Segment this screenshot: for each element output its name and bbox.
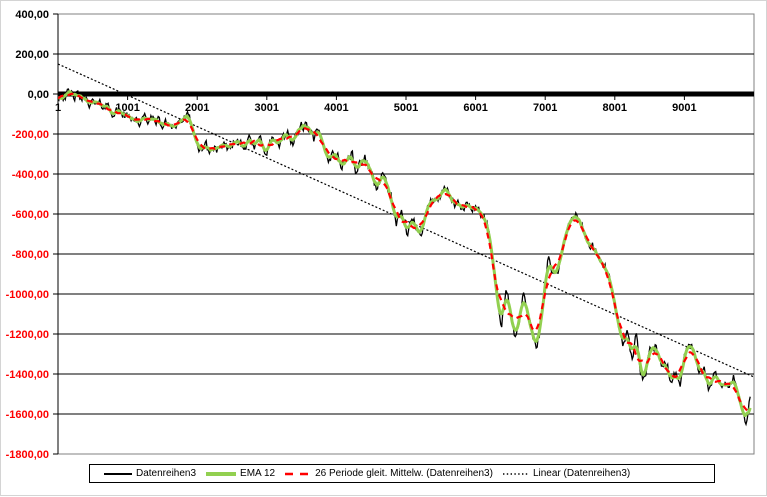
legend-label: Datenreihen3 bbox=[136, 467, 197, 479]
chart-legend[interactable]: Datenreihen3 EMA 12 26 Periode gleit. Mi… bbox=[89, 464, 715, 483]
y-axis-tick-label: -400,00 bbox=[12, 169, 49, 181]
legend-label: Linear (Datenreihen3) bbox=[532, 467, 631, 479]
y-axis-tick-label: -1600,00 bbox=[6, 409, 49, 421]
y-axis-tick-label: -1200,00 bbox=[6, 329, 49, 341]
x-axis-tick-label: 8001 bbox=[603, 102, 627, 114]
x-axis-tick-label: 1 bbox=[55, 102, 61, 114]
x-axis-tick-label: 9001 bbox=[672, 102, 696, 114]
y-axis-tick-label: 200,00 bbox=[15, 49, 49, 61]
ma-series[interactable] bbox=[58, 92, 751, 414]
legend-entry-datenreihen3[interactable]: Datenreihen3 bbox=[104, 465, 196, 483]
y-axis-tick-label: 400,00 bbox=[15, 9, 49, 21]
x-axis-tick-label: 7001 bbox=[533, 102, 557, 114]
legend-label: 26 Periode gleit. Mittelw. (Datenreihen3… bbox=[315, 467, 493, 479]
y-axis-tick-label: -1800,00 bbox=[6, 449, 49, 461]
legend-entry-linear[interactable]: Linear (Datenreihen3) bbox=[502, 465, 631, 483]
x-axis-tick-label: 4001 bbox=[324, 102, 348, 114]
legend-entry-ma26[interactable]: 26 Periode gleit. Mittelw. (Datenreihen3… bbox=[285, 465, 493, 483]
solid-line-swatch-icon bbox=[104, 465, 132, 483]
x-axis-tick-label: 5001 bbox=[394, 102, 418, 114]
x-axis-tick-label: 2001 bbox=[185, 102, 209, 114]
x-axis-tick-label: 6001 bbox=[463, 102, 487, 114]
red-dashed-line-swatch-icon bbox=[285, 465, 312, 483]
trendline-series[interactable] bbox=[58, 63, 754, 378]
dotted-line-swatch-icon bbox=[502, 465, 529, 483]
x-axis-tick-label: 3001 bbox=[255, 102, 279, 114]
legend-label: EMA 12 bbox=[240, 467, 276, 479]
legend-entry-ema12[interactable]: EMA 12 bbox=[206, 465, 275, 483]
y-axis-tick-label: 0,00 bbox=[28, 89, 49, 101]
thick-green-line-swatch-icon bbox=[206, 465, 237, 483]
y-axis-tick-label: -1000,00 bbox=[6, 289, 49, 301]
y-axis-tick-label: -800,00 bbox=[12, 249, 49, 261]
y-axis-tick-label: -600,00 bbox=[12, 209, 49, 221]
plot-border bbox=[57, 13, 755, 455]
y-axis-tick-label: -1400,00 bbox=[6, 369, 49, 381]
y-axis-tick-label: -200,00 bbox=[12, 129, 49, 141]
